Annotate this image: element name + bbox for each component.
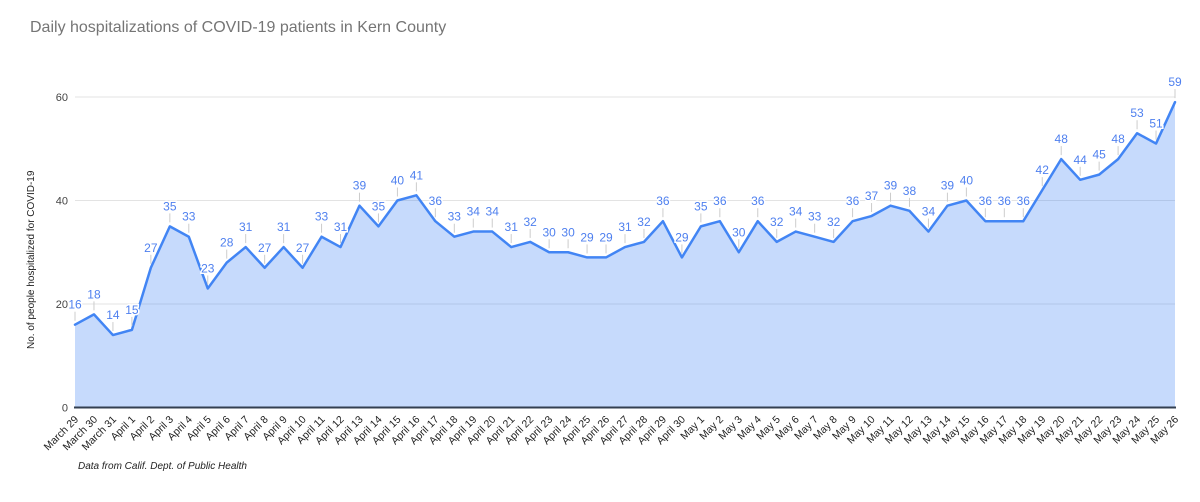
data-label: 32 <box>827 215 841 229</box>
data-label: 29 <box>580 230 594 244</box>
data-label: 37 <box>865 189 879 203</box>
data-label: 31 <box>277 220 291 234</box>
data-label: 31 <box>334 220 348 234</box>
data-label: 45 <box>1092 148 1106 162</box>
data-label: 27 <box>296 241 310 255</box>
data-label: 35 <box>163 199 177 213</box>
data-label: 33 <box>315 210 329 224</box>
data-label: 41 <box>410 168 424 182</box>
data-label: 35 <box>372 199 386 213</box>
data-label: 32 <box>770 215 784 229</box>
data-label: 48 <box>1055 132 1069 146</box>
data-label: 40 <box>391 174 405 188</box>
data-label: 31 <box>239 220 253 234</box>
data-label: 29 <box>599 230 613 244</box>
data-label: 27 <box>144 241 158 255</box>
data-label: 40 <box>960 174 974 188</box>
data-label: 27 <box>258 241 272 255</box>
data-label: 42 <box>1036 163 1050 177</box>
data-label: 16 <box>68 298 82 312</box>
source-note: Data from Calif. Dept. of Public Health <box>78 461 247 472</box>
chart-title: Daily hospitalizations of COVID-19 patie… <box>30 19 447 36</box>
data-label: 36 <box>1017 194 1031 208</box>
data-label: 33 <box>448 210 462 224</box>
data-label: 34 <box>789 205 803 219</box>
y-tick-label: 20 <box>56 299 68 311</box>
data-label: 33 <box>182 210 196 224</box>
data-label: 31 <box>618 220 632 234</box>
data-label: 34 <box>486 205 500 219</box>
series-area <box>75 102 1175 408</box>
y-tick-label: 40 <box>56 196 68 208</box>
data-label: 39 <box>353 179 367 193</box>
series-line <box>73 100 1177 337</box>
data-label: 28 <box>220 236 234 250</box>
data-label: 59 <box>1168 75 1182 89</box>
data-label: 44 <box>1073 153 1087 167</box>
data-label: 48 <box>1111 132 1125 146</box>
data-label: 39 <box>941 179 955 193</box>
data-label: 34 <box>922 205 936 219</box>
data-label: 36 <box>656 194 670 208</box>
data-label: 15 <box>125 303 139 317</box>
data-label: 33 <box>808 210 822 224</box>
y-tick-label: 60 <box>56 92 68 104</box>
data-label: 32 <box>523 215 537 229</box>
data-label: 39 <box>884 179 898 193</box>
data-label: 36 <box>713 194 727 208</box>
data-label: 31 <box>505 220 519 234</box>
data-label: 35 <box>694 199 708 213</box>
data-label: 29 <box>675 230 689 244</box>
data-label: 18 <box>87 287 101 301</box>
data-label: 36 <box>998 194 1012 208</box>
data-label: 14 <box>106 308 120 322</box>
data-label: 53 <box>1130 106 1144 120</box>
data-label: 51 <box>1149 117 1163 131</box>
data-label: 34 <box>467 205 481 219</box>
data-label: 36 <box>751 194 765 208</box>
data-label: 36 <box>846 194 860 208</box>
data-label: 30 <box>732 225 746 239</box>
y-tick-label: 0 <box>62 403 68 415</box>
data-label: 23 <box>201 261 215 275</box>
data-label: 38 <box>903 184 917 198</box>
data-label: 32 <box>637 215 651 229</box>
data-label: 30 <box>542 225 556 239</box>
data-label: 30 <box>561 225 575 239</box>
data-label: 36 <box>979 194 993 208</box>
data-label: 36 <box>429 194 443 208</box>
